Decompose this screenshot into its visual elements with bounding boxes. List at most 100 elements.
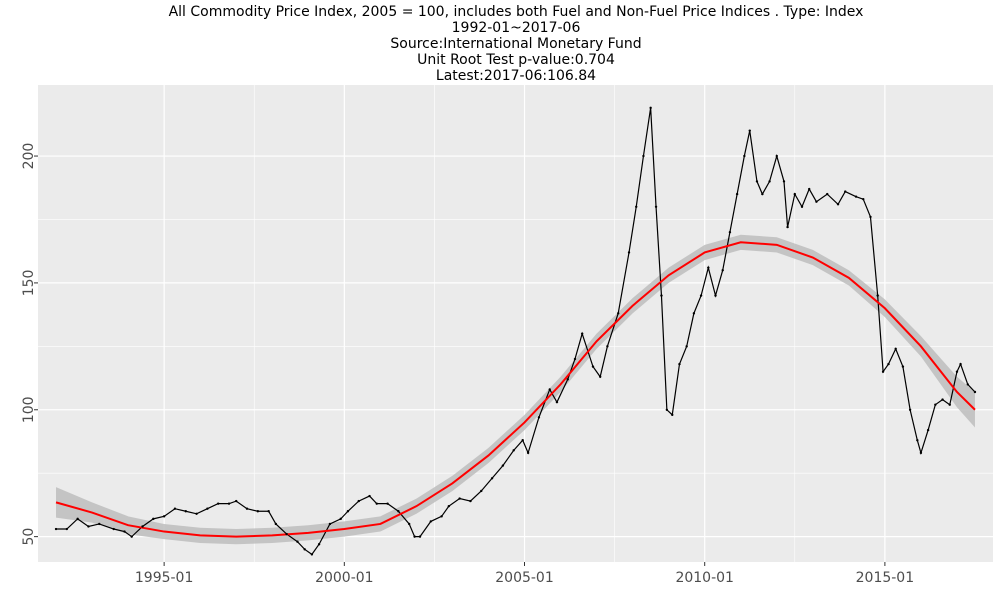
data-point [328,522,332,526]
data-point [152,517,155,521]
data-point [948,403,951,406]
data-point [782,180,786,183]
data-point [555,400,559,404]
title-line-3: Source:International Monetary Fund [390,36,642,52]
data-point [87,525,90,528]
data-point [216,502,220,505]
data-point [480,489,483,493]
data-point [826,192,829,196]
data-point [206,507,209,510]
data-point [521,439,524,442]
data-point [901,365,905,368]
data-point [775,154,778,158]
y-tick-label: 100 [21,396,37,423]
data-point [566,378,569,381]
data-point [368,494,371,498]
data-point [375,502,378,505]
title-line-4: Unit Root Test p-value:0.704 [417,52,615,68]
data-point [755,180,759,183]
y-tick-label: 200 [21,143,37,170]
data-point [418,535,422,538]
data-point [303,548,306,551]
data-point [699,294,703,297]
data-point [642,154,645,158]
data-point [635,205,638,208]
series-lines [55,107,976,556]
data-point [130,535,133,538]
data-point [526,451,530,455]
data-point [447,504,451,508]
data-point [469,499,472,503]
data-point [76,517,79,521]
data-point [671,413,674,417]
data-point [862,197,865,201]
data-point [881,370,885,373]
data-point [721,269,724,272]
data-point [926,428,930,432]
data-point [173,507,177,510]
data-point [429,520,433,523]
data-point [407,522,411,526]
data-point [65,527,69,531]
data-point [591,365,595,368]
data-point [959,362,962,366]
data-point [728,230,732,234]
data-point [678,362,681,366]
data-point [397,510,400,513]
data-point [606,345,609,348]
data-point [54,527,58,531]
data-point [973,390,977,394]
title-line-5: Latest:2017-06:106.84 [435,68,597,84]
data-point [141,525,144,528]
data-point [649,106,652,110]
data-point [184,510,187,513]
data-point [876,294,879,297]
x-tick-label: 2000-01 [315,570,374,586]
data-point [548,388,551,391]
data-point [627,251,631,254]
data-point [598,375,602,378]
data-point [245,507,249,510]
series-points [54,106,977,556]
data-point [665,408,669,411]
data-point [966,383,969,386]
data-point [908,408,912,411]
data-point [285,532,288,536]
data-point [580,332,584,335]
data-point [714,294,717,297]
data-point [815,200,818,203]
data-point [267,510,270,513]
data-point [955,370,959,373]
data-point [854,195,858,198]
x-tick-label: 2010-01 [675,570,734,586]
y-axis-tick-labels: 50 100 150 200 [21,143,37,546]
data-point [440,515,443,518]
data-point [162,515,166,518]
x-tick-label: 2015-01 [856,570,915,586]
data-point [123,530,126,533]
data-point [869,215,872,219]
data-point [793,192,796,196]
data-point [735,192,739,196]
data-point [844,190,847,193]
data-point [916,439,919,442]
data-point [894,347,897,351]
data-point [919,451,923,455]
data-point [692,312,696,315]
chart-title: All Commodity Price Index, 2005 = 100, i… [0,4,1000,84]
x-tick-label: 2005-01 [495,570,554,586]
data-point [660,294,663,297]
data-point [887,362,890,366]
data-point [573,357,577,361]
data-point [195,512,198,515]
data-point [654,205,658,208]
data-point [786,225,789,229]
data-point [768,180,771,183]
price-index-line [56,107,976,556]
data-point [537,416,541,419]
data-point [310,553,314,556]
data-point [707,266,710,269]
data-point [339,517,342,521]
data-point [296,540,299,543]
